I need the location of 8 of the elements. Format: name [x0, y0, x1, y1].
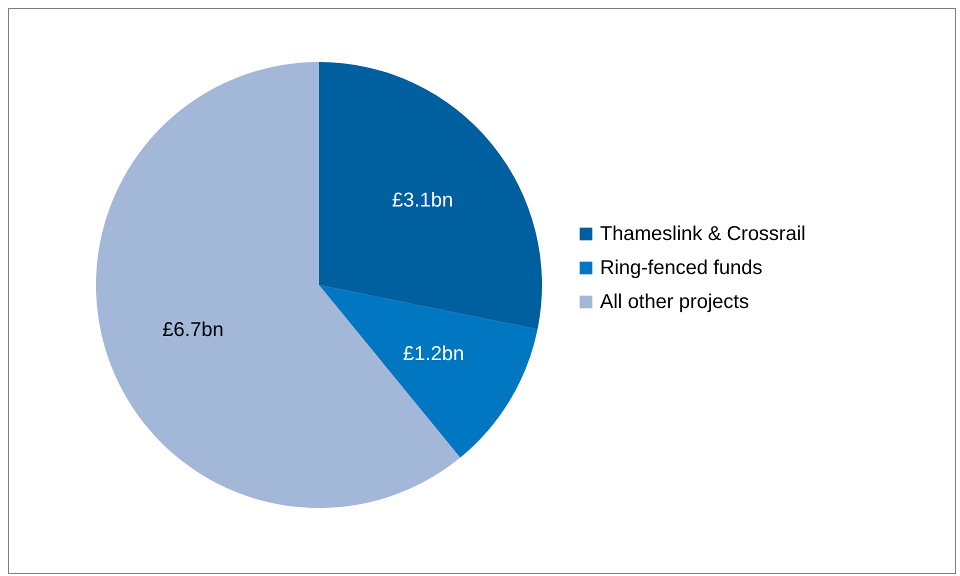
- legend-label: All other projects: [600, 291, 749, 313]
- pie-slice: [319, 62, 542, 330]
- pie-slice: [319, 285, 538, 458]
- data-label: £1.2bn: [402, 343, 464, 366]
- data-label: £3.1bn: [392, 189, 454, 212]
- data-label: £6.7bn: [162, 318, 224, 341]
- legend-label: Ring-fenced funds: [600, 257, 762, 279]
- legend-label: Thameslink & Crossrail: [600, 223, 806, 245]
